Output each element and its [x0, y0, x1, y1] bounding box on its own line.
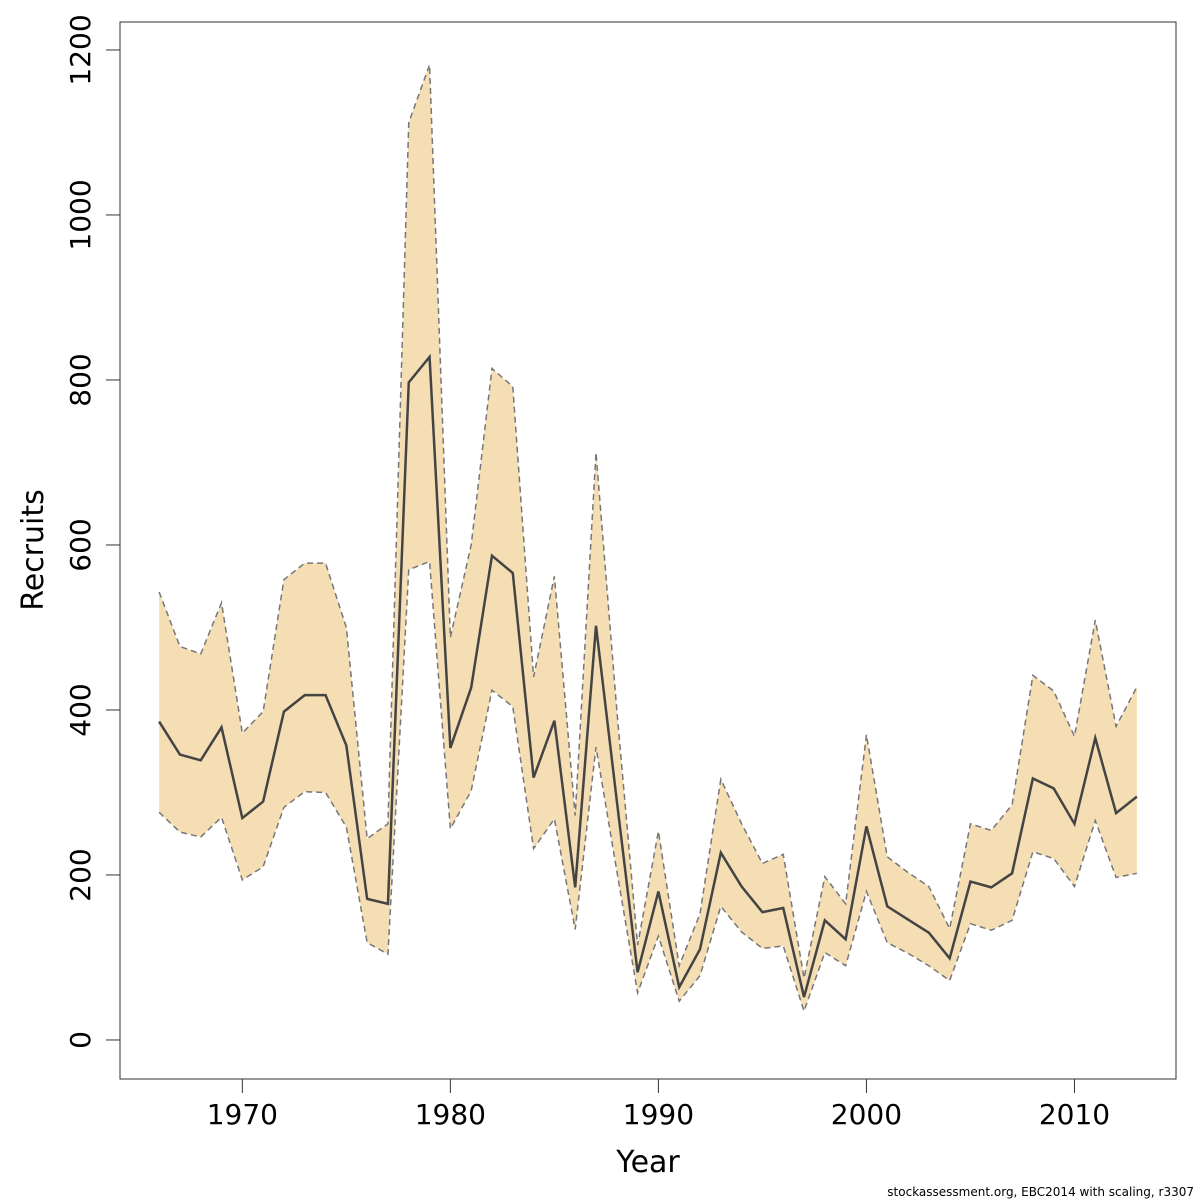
y-tick-label: 1200	[64, 14, 97, 85]
lower-bound	[158, 560, 1138, 1014]
confidence-band	[159, 64, 1137, 1012]
x-tick-label: 2000	[831, 1098, 902, 1131]
estimate-line	[158, 353, 1138, 998]
x-tick-label: 1970	[207, 1098, 278, 1131]
upper-bound	[158, 64, 1138, 979]
footnote: stockassessment.org, EBC2014 with scalin…	[887, 1185, 1194, 1199]
y-tick-label: 0	[64, 1031, 97, 1049]
x-axis-label: Year	[615, 1145, 680, 1180]
x-tick-label: 1990	[623, 1098, 694, 1131]
x-tick-label: 1980	[415, 1098, 486, 1131]
y-tick-label: 1000	[64, 179, 97, 250]
x-tick-label: 2010	[1039, 1098, 1110, 1131]
y-tick-label: 400	[64, 683, 97, 736]
y-tick-label: 600	[64, 518, 97, 571]
y-tick-label: 200	[64, 848, 97, 901]
y-axis-label: Recruits	[16, 489, 51, 611]
y-tick-label: 800	[64, 353, 97, 406]
plot-frame	[119, 21, 1177, 1080]
